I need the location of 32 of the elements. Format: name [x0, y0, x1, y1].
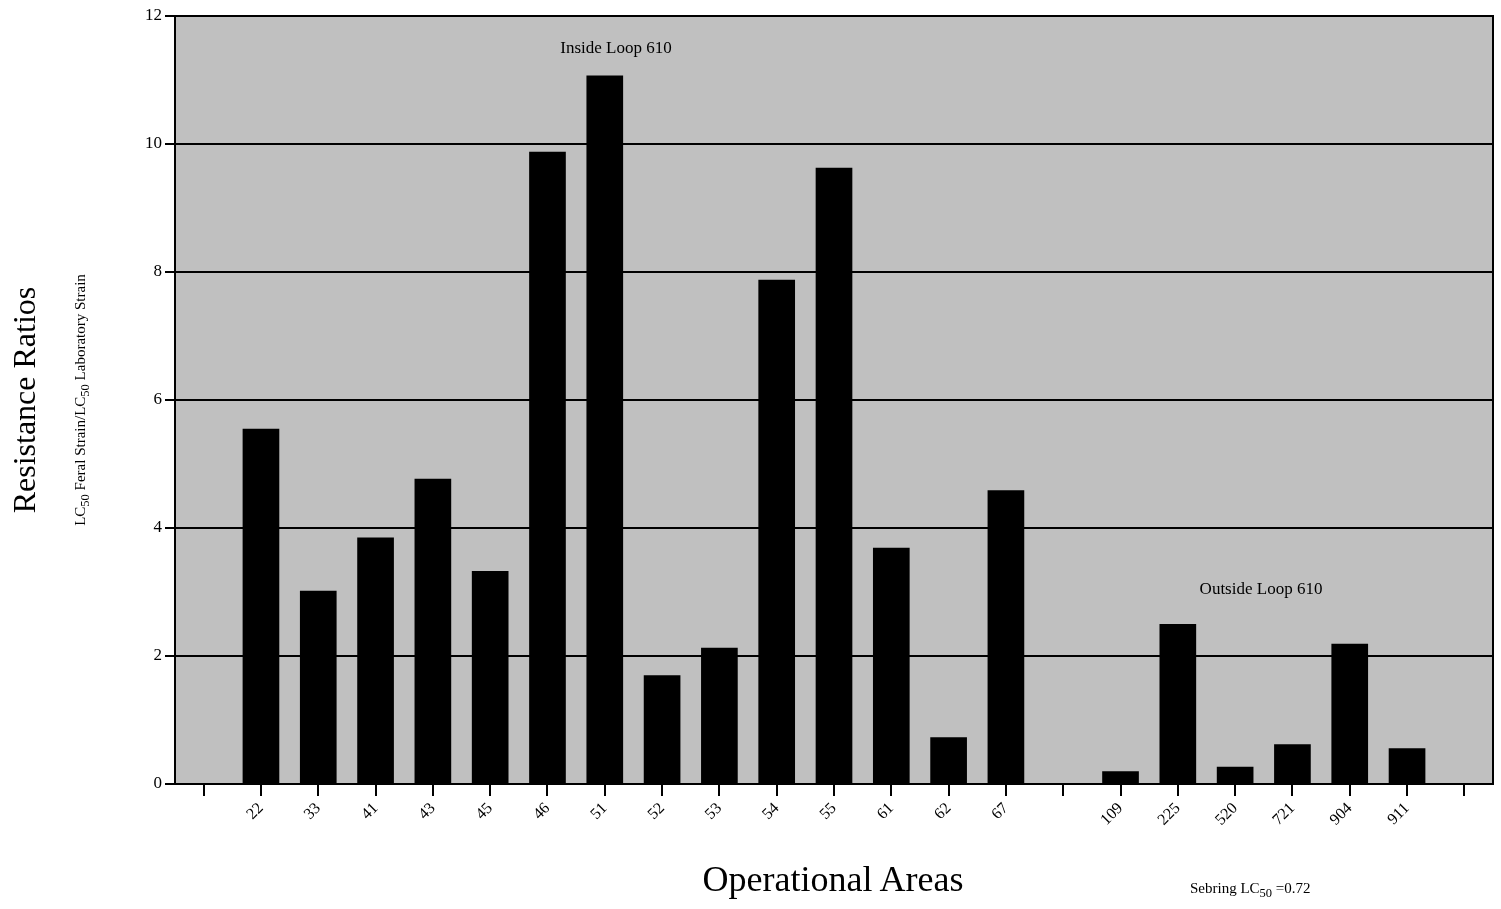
y-axis-title: Resistance Ratios — [5, 286, 43, 514]
x-tick-label: 721 — [1268, 798, 1298, 828]
y-tick-label: 2 — [153, 645, 162, 665]
x-tick-label: 51 — [586, 798, 610, 823]
x-tick-label: 225 — [1153, 798, 1183, 828]
x-tick-label: 46 — [529, 798, 553, 823]
x-tick-label: 911 — [1383, 798, 1413, 828]
x-tick-label: 41 — [357, 798, 381, 823]
x-tick-label: 33 — [300, 798, 324, 823]
x-tick-label: 43 — [414, 798, 438, 823]
y-tick-label: 12 — [145, 5, 162, 25]
x-tick-label: 67 — [987, 798, 1012, 823]
y-tick-label: 8 — [153, 261, 162, 281]
annotation: Inside Loop 610 — [560, 38, 672, 58]
text: Sebring LC$_{50}$ =0.72 — [1190, 880, 1311, 901]
x-tick-label: 45 — [471, 798, 496, 823]
x-tick-label: 22 — [242, 798, 267, 823]
x-tick-label: 52 — [643, 798, 668, 823]
y-tick-label: 10 — [145, 133, 162, 153]
x-tick-label: 904 — [1325, 798, 1355, 828]
x-tick-label: 54 — [758, 798, 782, 823]
x-tick-label: 520 — [1211, 798, 1241, 828]
x-tick-label: 109 — [1096, 798, 1126, 828]
x-tick-label: 53 — [701, 798, 725, 823]
x-tick-label: 55 — [815, 798, 840, 823]
x-axis-title: Operational Areas — [702, 858, 964, 900]
x-tick-label: 62 — [930, 798, 954, 823]
y-tick-label: 6 — [153, 389, 162, 409]
y-tick-label: 0 — [153, 773, 162, 793]
x-tick-label: 61 — [873, 798, 897, 823]
annotation: Outside Loop 610 — [1199, 579, 1323, 599]
y-tick-label: 4 — [153, 517, 163, 537]
